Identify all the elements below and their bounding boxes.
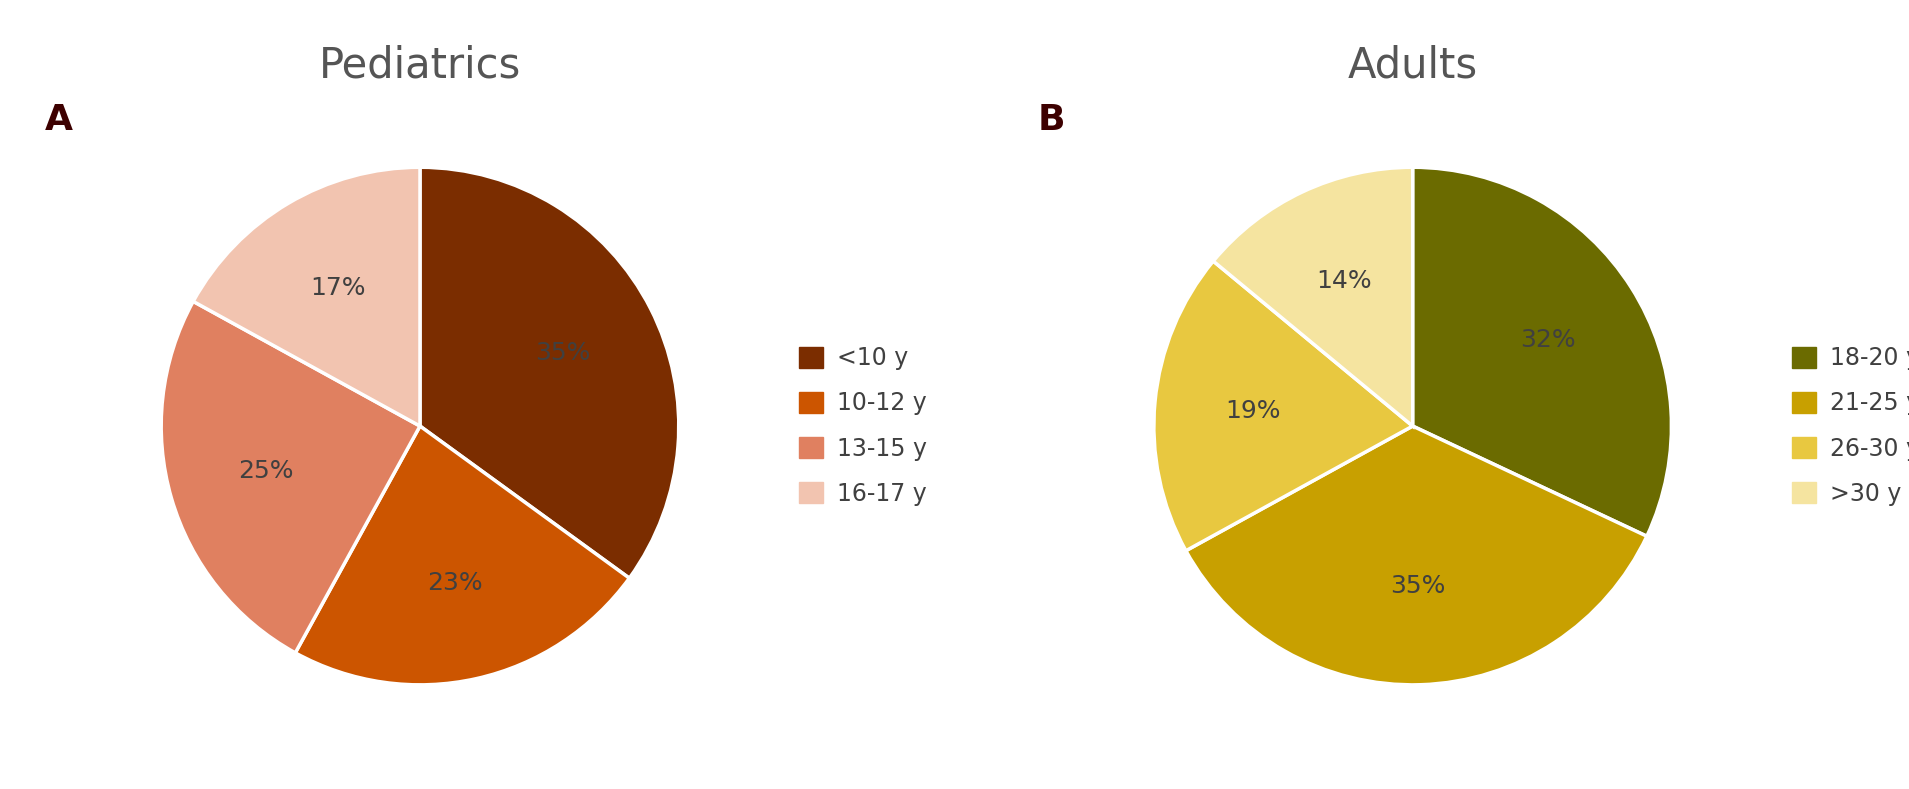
Wedge shape: [160, 301, 420, 653]
Wedge shape: [296, 426, 630, 685]
Legend: <10 y, 10-12 y, 13-15 y, 16-17 y: <10 y, 10-12 y, 13-15 y, 16-17 y: [788, 335, 939, 518]
Wedge shape: [1413, 167, 1672, 537]
Text: 23%: 23%: [428, 570, 483, 595]
Text: 17%: 17%: [311, 276, 367, 300]
Text: 35%: 35%: [1390, 574, 1445, 598]
Wedge shape: [1185, 426, 1647, 685]
Text: A: A: [44, 103, 73, 136]
Wedge shape: [1153, 261, 1413, 551]
Wedge shape: [193, 167, 420, 426]
Text: 35%: 35%: [535, 341, 590, 365]
Wedge shape: [420, 167, 680, 578]
Wedge shape: [1214, 167, 1413, 426]
Text: 32%: 32%: [1520, 328, 1577, 352]
Text: 25%: 25%: [239, 459, 294, 483]
Text: 19%: 19%: [1226, 399, 1281, 423]
Legend: 18-20 y, 21-25 y, 26-30 y, >30 y: 18-20 y, 21-25 y, 26-30 y, >30 y: [1781, 335, 1909, 518]
Text: B: B: [1037, 103, 1065, 136]
Title: Pediatrics: Pediatrics: [319, 44, 521, 87]
Text: 14%: 14%: [1317, 269, 1373, 293]
Title: Adults: Adults: [1348, 44, 1478, 87]
